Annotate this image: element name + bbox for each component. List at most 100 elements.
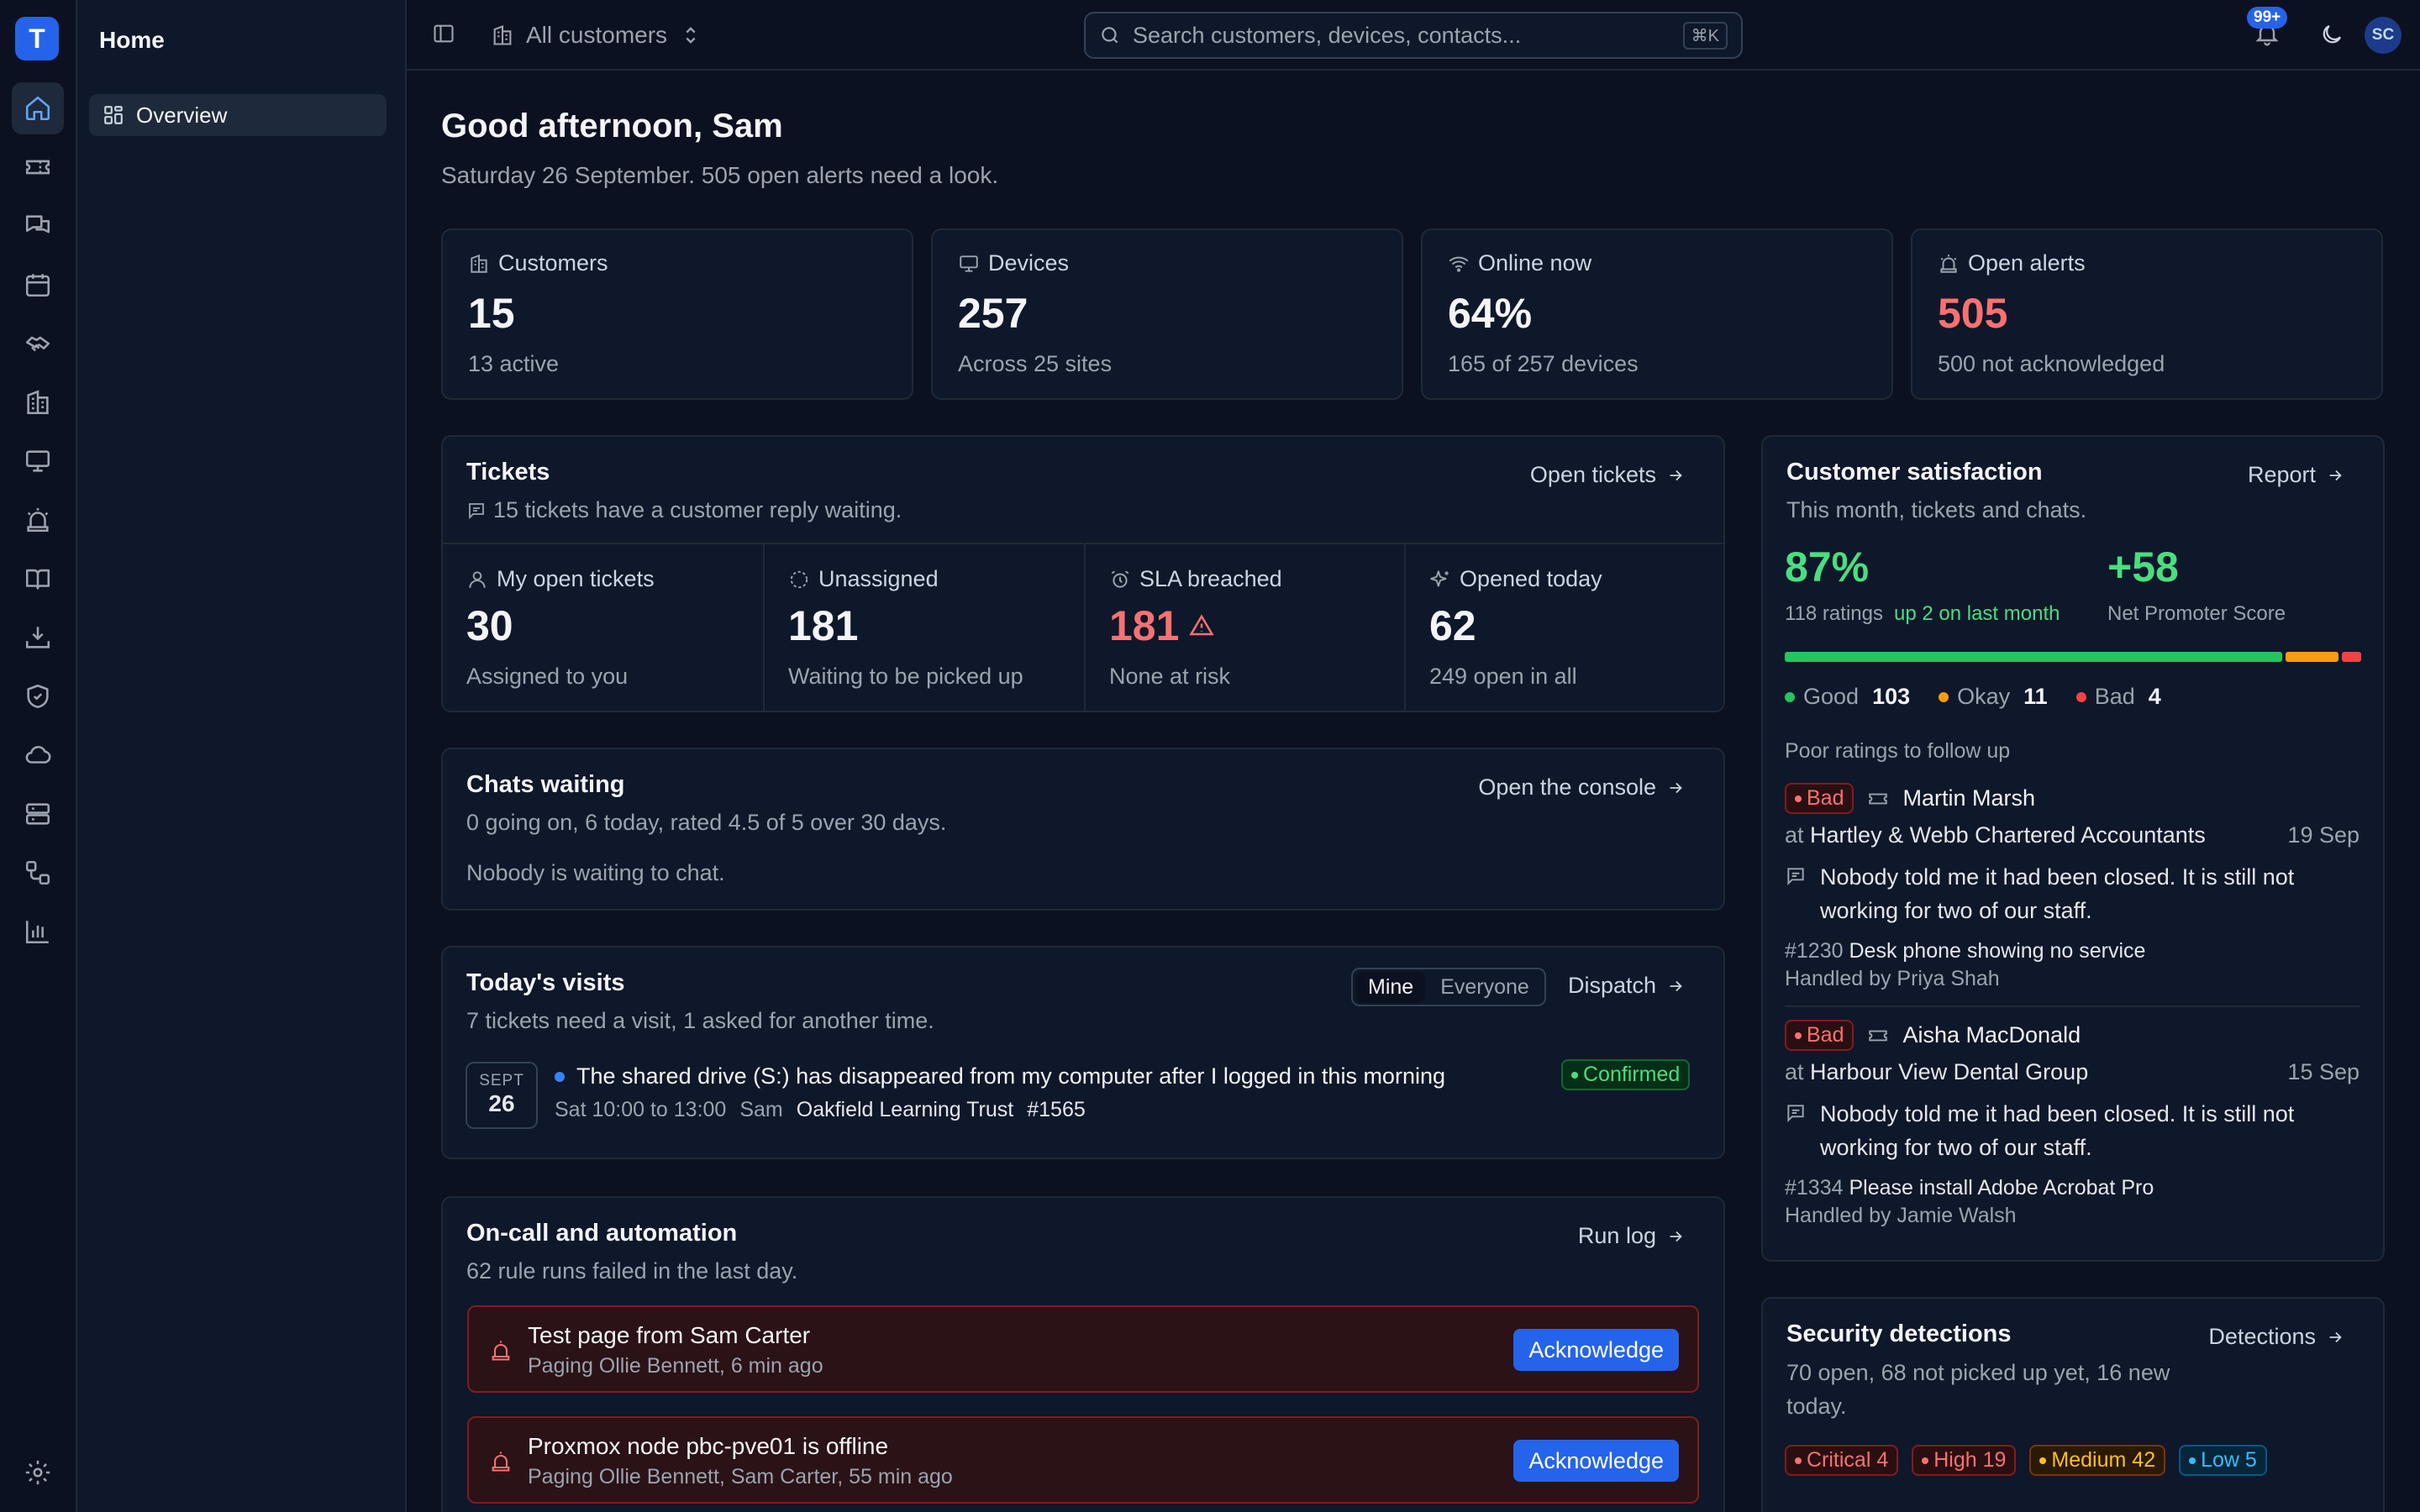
ticket-stat-opened-today[interactable]: Opened today 62 249 open in all (1404, 543, 1723, 711)
building-icon (493, 24, 512, 45)
nav-contracts[interactable] (12, 318, 64, 370)
org-prefix: at (1785, 822, 1804, 848)
icon-rail: T (0, 0, 77, 1512)
nps-score: +58 (2107, 543, 2179, 591)
visit-item[interactable]: The shared drive (S:) has disappeared fr… (555, 1063, 1445, 1089)
ticket-stat-sla-breached[interactable]: SLA breached 181 None at risk (1084, 543, 1404, 711)
server-icon (25, 803, 50, 825)
ticket-stat-sub: 249 open in all (1429, 664, 1577, 689)
csat-bar-bad (2342, 652, 2361, 662)
theme-toggle-button[interactable] (2319, 22, 2344, 47)
run-log-link[interactable]: Run log (1578, 1223, 1685, 1249)
ticket-title: Desk phone showing no service (1849, 939, 2146, 963)
settings-button[interactable] (24, 1458, 52, 1487)
stat-label: Customers (498, 250, 608, 276)
visits-card: Today's visits 7 tickets need a visit, 1… (441, 946, 1725, 1159)
acknowledge-button[interactable]: Acknowledge (1513, 1329, 1679, 1371)
stat-card-online[interactable]: Online now 64% 165 of 257 devices (1421, 228, 1893, 400)
rating-date: 15 Sep (2287, 1059, 2360, 1084)
page-sub-text: Paging Ollie Bennett, Sam Carter, 55 min… (528, 1465, 953, 1488)
severity-low-badge[interactable]: Low 5 (2179, 1445, 2267, 1476)
building-icon (27, 390, 49, 415)
nav-calendar[interactable] (12, 259, 64, 311)
visits-scope-toggle: Mine Everyone (1351, 968, 1546, 1006)
visit-customer: Oakfield Learning Trust (796, 1098, 1014, 1121)
search-shortcut: ⌘K (1682, 21, 1728, 50)
stat-card-alerts[interactable]: Open alerts 505 500 not acknowledged (1911, 228, 2383, 400)
ticket-stat-unassigned[interactable]: Unassigned 181 Waiting to be picked up (763, 543, 1083, 711)
app-logo[interactable]: T (15, 17, 59, 60)
arrow-right-icon (2329, 470, 2342, 480)
sidebar-toggle-button[interactable] (432, 22, 455, 45)
nav-automation[interactable] (12, 847, 64, 899)
report-link[interactable]: Report (2248, 462, 2344, 488)
legend-label: Okay (1957, 684, 2011, 709)
home-icon (25, 96, 50, 121)
severity-critical-badge[interactable]: Critical 4 (1785, 1445, 1899, 1476)
legend-okay: Okay 11 (1939, 684, 2048, 710)
workflow-icon (25, 860, 50, 885)
visit-status-dot (555, 1071, 565, 1082)
toggle-mine[interactable]: Mine (1356, 971, 1426, 1003)
search-bar[interactable]: ⌘K (1084, 12, 1743, 59)
rating-badge: Bad (1785, 1020, 1854, 1051)
ticket-number: #1334 (1785, 1176, 1844, 1200)
tickets-card: Tickets 15 tickets have a customer reply… (441, 435, 1725, 712)
arrow-right-icon (1670, 782, 1682, 793)
stat-card-devices[interactable]: Devices 257 Across 25 sites (931, 228, 1403, 400)
customer-switcher[interactable]: All customers (491, 17, 702, 54)
nav-alerts[interactable] (12, 494, 64, 546)
moon-icon (2323, 24, 2342, 44)
severity-medium-badge[interactable]: Medium 42 (2029, 1445, 2166, 1476)
open-console-link[interactable]: Open the console (1478, 774, 1685, 801)
legend-dot (1785, 691, 1795, 702)
ticket-stat-value: 181 (788, 602, 859, 649)
toggle-everyone[interactable]: Everyone (1440, 974, 1529, 999)
nav-deployments[interactable] (12, 612, 64, 664)
csat-breakdown-bar (1785, 652, 2361, 662)
ticket-stat-my-open[interactable]: My open tickets 30 Assigned to you (443, 543, 763, 711)
rating-comment: Nobody told me it had been closed. It is… (1820, 1101, 2295, 1160)
siren-icon (492, 1452, 510, 1472)
dispatch-link[interactable]: Dispatch (1568, 973, 1685, 999)
stat-card-customers[interactable]: Customers 15 13 active (441, 228, 913, 400)
nav-customers[interactable] (12, 376, 64, 428)
csat-ratings-count: 118 ratings (1785, 602, 1883, 625)
nav-security[interactable] (12, 670, 64, 722)
open-tickets-link[interactable]: Open tickets (1530, 462, 1685, 488)
legend-label: Bad (2094, 684, 2135, 709)
download-tray-icon (25, 627, 50, 648)
acknowledge-button[interactable]: Acknowledge (1513, 1440, 1679, 1482)
page-title-text: Test page from Sam Carter (528, 1322, 811, 1348)
user-avatar[interactable]: SC (2365, 17, 2402, 54)
followup-item[interactable]: Bad Martin Marsh at Hartley & Webb Chart… (1785, 783, 2360, 991)
search-input[interactable] (1133, 22, 1671, 49)
visits-subtitle: 7 tickets need a visit, 1 asked for anot… (466, 1008, 934, 1033)
section-sidebar: Home Overview (77, 0, 407, 1512)
severity-badges: Critical 4 High 19 Medium 42 Low 5 (1785, 1445, 2267, 1476)
stat-sub: Across 25 sites (958, 351, 1113, 376)
nav-tickets[interactable] (12, 141, 64, 193)
nav-reports[interactable] (12, 906, 64, 958)
org-prefix: at (1785, 1059, 1804, 1084)
ticket-stat-value: 181 (1109, 602, 1180, 649)
arrow-right-icon (1670, 470, 1682, 480)
customer-switcher-label: All customers (526, 22, 668, 48)
detections-link[interactable]: Detections (2208, 1324, 2344, 1350)
nps-label: Net Promoter Score (2107, 602, 2286, 625)
ticket-stat-sub: None at risk (1109, 664, 1231, 689)
nav-home[interactable] (12, 82, 64, 134)
severity-high-badge[interactable]: High 19 (1912, 1445, 2017, 1476)
rating-date: 19 Sep (2287, 822, 2360, 848)
ticket-number: #1230 (1785, 939, 1844, 963)
nav-knowledge[interactable] (12, 553, 64, 605)
ticket-stat-label: Opened today (1460, 566, 1602, 591)
nav-cloud[interactable] (12, 729, 64, 781)
nav-chats[interactable] (12, 200, 64, 252)
building-icon (471, 254, 487, 273)
page-title: Good afternoon, Sam (441, 108, 783, 144)
sidebar-item-overview[interactable]: Overview (89, 94, 387, 136)
followup-item[interactable]: Bad Aisha MacDonald at Harbour View Dent… (1785, 1020, 2360, 1228)
nav-servers[interactable] (12, 788, 64, 840)
nav-devices[interactable] (12, 435, 64, 487)
